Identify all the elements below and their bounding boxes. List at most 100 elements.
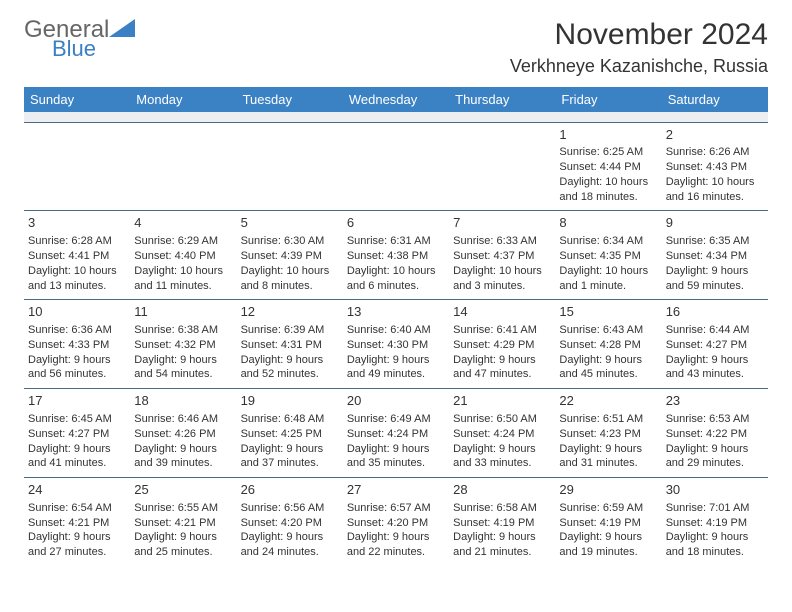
sunset-line: Sunset: 4:24 PM [453, 427, 551, 442]
day-cell: 23Sunrise: 6:53 AMSunset: 4:22 PMDayligh… [662, 389, 768, 478]
table-row: 17Sunrise: 6:45 AMSunset: 4:27 PMDayligh… [24, 389, 768, 478]
day-cell: 30Sunrise: 7:01 AMSunset: 4:19 PMDayligh… [662, 478, 768, 566]
sunset-line: Sunset: 4:35 PM [559, 249, 657, 264]
sunrise-line: Sunrise: 6:49 AM [347, 412, 445, 427]
day-cell: 20Sunrise: 6:49 AMSunset: 4:24 PMDayligh… [343, 389, 449, 478]
day-cell: 7Sunrise: 6:33 AMSunset: 4:37 PMDaylight… [449, 211, 555, 300]
sunrise-line: Sunrise: 6:36 AM [28, 323, 126, 338]
sunrise-line: Sunrise: 6:46 AM [134, 412, 232, 427]
daylight-line: Daylight: 9 hours and 24 minutes. [241, 530, 339, 560]
sunrise-line: Sunrise: 6:43 AM [559, 323, 657, 338]
daylight-line: Daylight: 9 hours and 22 minutes. [347, 530, 445, 560]
page-title: November 2024 [510, 18, 768, 52]
day-header: Sunday [24, 87, 130, 112]
day-cell: 4 Sunrise: 6:29 AMSunset: 4:40 PMDaylight… [130, 211, 236, 300]
sunset-line: Sunset: 4:39 PM [241, 249, 339, 264]
daylight-line: Daylight: 10 hours and 16 minutes. [666, 175, 764, 205]
day-number: 12 [241, 303, 339, 321]
title-block: November 2024 Verkhneye Kazanishche, Rus… [510, 18, 768, 77]
logo: General Blue [24, 18, 135, 60]
day-cell [449, 122, 555, 211]
daylight-line: Daylight: 9 hours and 54 minutes. [134, 353, 232, 383]
day-number: 29 [559, 481, 657, 499]
sunrise-line: Sunrise: 6:35 AM [666, 234, 764, 249]
sunset-line: Sunset: 4:21 PM [134, 516, 232, 531]
daylight-line: Daylight: 9 hours and 31 minutes. [559, 442, 657, 472]
sunrise-line: Sunrise: 6:31 AM [347, 234, 445, 249]
daylight-line: Daylight: 9 hours and 52 minutes. [241, 353, 339, 383]
sunrise-line: Sunrise: 6:48 AM [241, 412, 339, 427]
day-header: Thursday [449, 87, 555, 112]
sunrise-line: Sunrise: 6:50 AM [453, 412, 551, 427]
day-cell [237, 122, 343, 211]
day-number: 10 [28, 303, 126, 321]
daylight-line: Daylight: 9 hours and 33 minutes. [453, 442, 551, 472]
daylight-line: Daylight: 10 hours and 18 minutes. [559, 175, 657, 205]
day-number: 24 [28, 481, 126, 499]
daylight-line: Daylight: 9 hours and 56 minutes. [28, 353, 126, 383]
daylight-line: Daylight: 10 hours and 11 minutes. [134, 264, 232, 294]
day-cell: 29Sunrise: 6:59 AMSunset: 4:19 PMDayligh… [555, 478, 661, 566]
sunrise-line: Sunrise: 6:28 AM [28, 234, 126, 249]
day-number: 6 [347, 214, 445, 232]
sunset-line: Sunset: 4:44 PM [559, 160, 657, 175]
day-header: Saturday [662, 87, 768, 112]
logo-text: General Blue [24, 18, 135, 60]
daylight-line: Daylight: 9 hours and 39 minutes. [134, 442, 232, 472]
daylight-line: Daylight: 10 hours and 1 minute. [559, 264, 657, 294]
day-header: Friday [555, 87, 661, 112]
day-number: 19 [241, 392, 339, 410]
sunrise-line: Sunrise: 6:56 AM [241, 501, 339, 516]
day-number: 4 [134, 214, 232, 232]
sunset-line: Sunset: 4:33 PM [28, 338, 126, 353]
sunrise-line: Sunrise: 6:44 AM [666, 323, 764, 338]
day-header: Wednesday [343, 87, 449, 112]
sunset-line: Sunset: 4:19 PM [559, 516, 657, 531]
sunset-line: Sunset: 4:38 PM [347, 249, 445, 264]
day-cell [24, 122, 130, 211]
daylight-line: Daylight: 9 hours and 35 minutes. [347, 442, 445, 472]
calendar-head: SundayMondayTuesdayWednesdayThursdayFrid… [24, 87, 768, 112]
sunset-line: Sunset: 4:19 PM [666, 516, 764, 531]
daylight-line: Daylight: 9 hours and 47 minutes. [453, 353, 551, 383]
day-cell: 17Sunrise: 6:45 AMSunset: 4:27 PMDayligh… [24, 389, 130, 478]
daylight-line: Daylight: 9 hours and 27 minutes. [28, 530, 126, 560]
sunset-line: Sunset: 4:32 PM [134, 338, 232, 353]
sunset-line: Sunset: 4:21 PM [28, 516, 126, 531]
day-number: 3 [28, 214, 126, 232]
day-number: 23 [666, 392, 764, 410]
sunset-line: Sunset: 4:40 PM [134, 249, 232, 264]
day-number: 13 [347, 303, 445, 321]
sunrise-line: Sunrise: 6:29 AM [134, 234, 232, 249]
location-subtitle: Verkhneye Kazanishche, Russia [510, 56, 768, 77]
day-cell: 21 Sunrise: 6:50 AMSunset: 4:24 PMDayligh… [449, 389, 555, 478]
day-number: 27 [347, 481, 445, 499]
sunset-line: Sunset: 4:20 PM [347, 516, 445, 531]
daylight-line: Daylight: 10 hours and 8 minutes. [241, 264, 339, 294]
sunset-line: Sunset: 4:22 PM [666, 427, 764, 442]
day-number: 11 [134, 303, 232, 321]
sunrise-line: Sunrise: 6:38 AM [134, 323, 232, 338]
day-number: 28 [453, 481, 551, 499]
day-number: 17 [28, 392, 126, 410]
sunset-line: Sunset: 4:26 PM [134, 427, 232, 442]
sunset-line: Sunset: 4:24 PM [347, 427, 445, 442]
table-row: 1Sunrise: 6:25 AMSunset: 4:44 PMDaylight… [24, 122, 768, 211]
daylight-line: Daylight: 10 hours and 3 minutes. [453, 264, 551, 294]
day-number: 18 [134, 392, 232, 410]
sunset-line: Sunset: 4:23 PM [559, 427, 657, 442]
day-number: 1 [559, 126, 657, 144]
day-cell: 1Sunrise: 6:25 AMSunset: 4:44 PMDaylight… [555, 122, 661, 211]
day-cell: 2Sunrise: 6:26 AMSunset: 4:43 PMDaylight… [662, 122, 768, 211]
daylight-line: Daylight: 9 hours and 19 minutes. [559, 530, 657, 560]
table-row: 24Sunrise: 6:54 AMSunset: 4:21 PMDayligh… [24, 478, 768, 566]
day-cell: 9Sunrise: 6:35 AMSunset: 4:34 PMDaylight… [662, 211, 768, 300]
daylight-line: Daylight: 9 hours and 18 minutes. [666, 530, 764, 560]
daylight-line: Daylight: 9 hours and 41 minutes. [28, 442, 126, 472]
day-number: 21 [453, 392, 551, 410]
sunrise-line: Sunrise: 6:26 AM [666, 145, 764, 160]
daylight-line: Daylight: 9 hours and 21 minutes. [453, 530, 551, 560]
sunset-line: Sunset: 4:37 PM [453, 249, 551, 264]
day-cell: 28Sunrise: 6:58 AMSunset: 4:19 PMDayligh… [449, 478, 555, 566]
day-number: 16 [666, 303, 764, 321]
